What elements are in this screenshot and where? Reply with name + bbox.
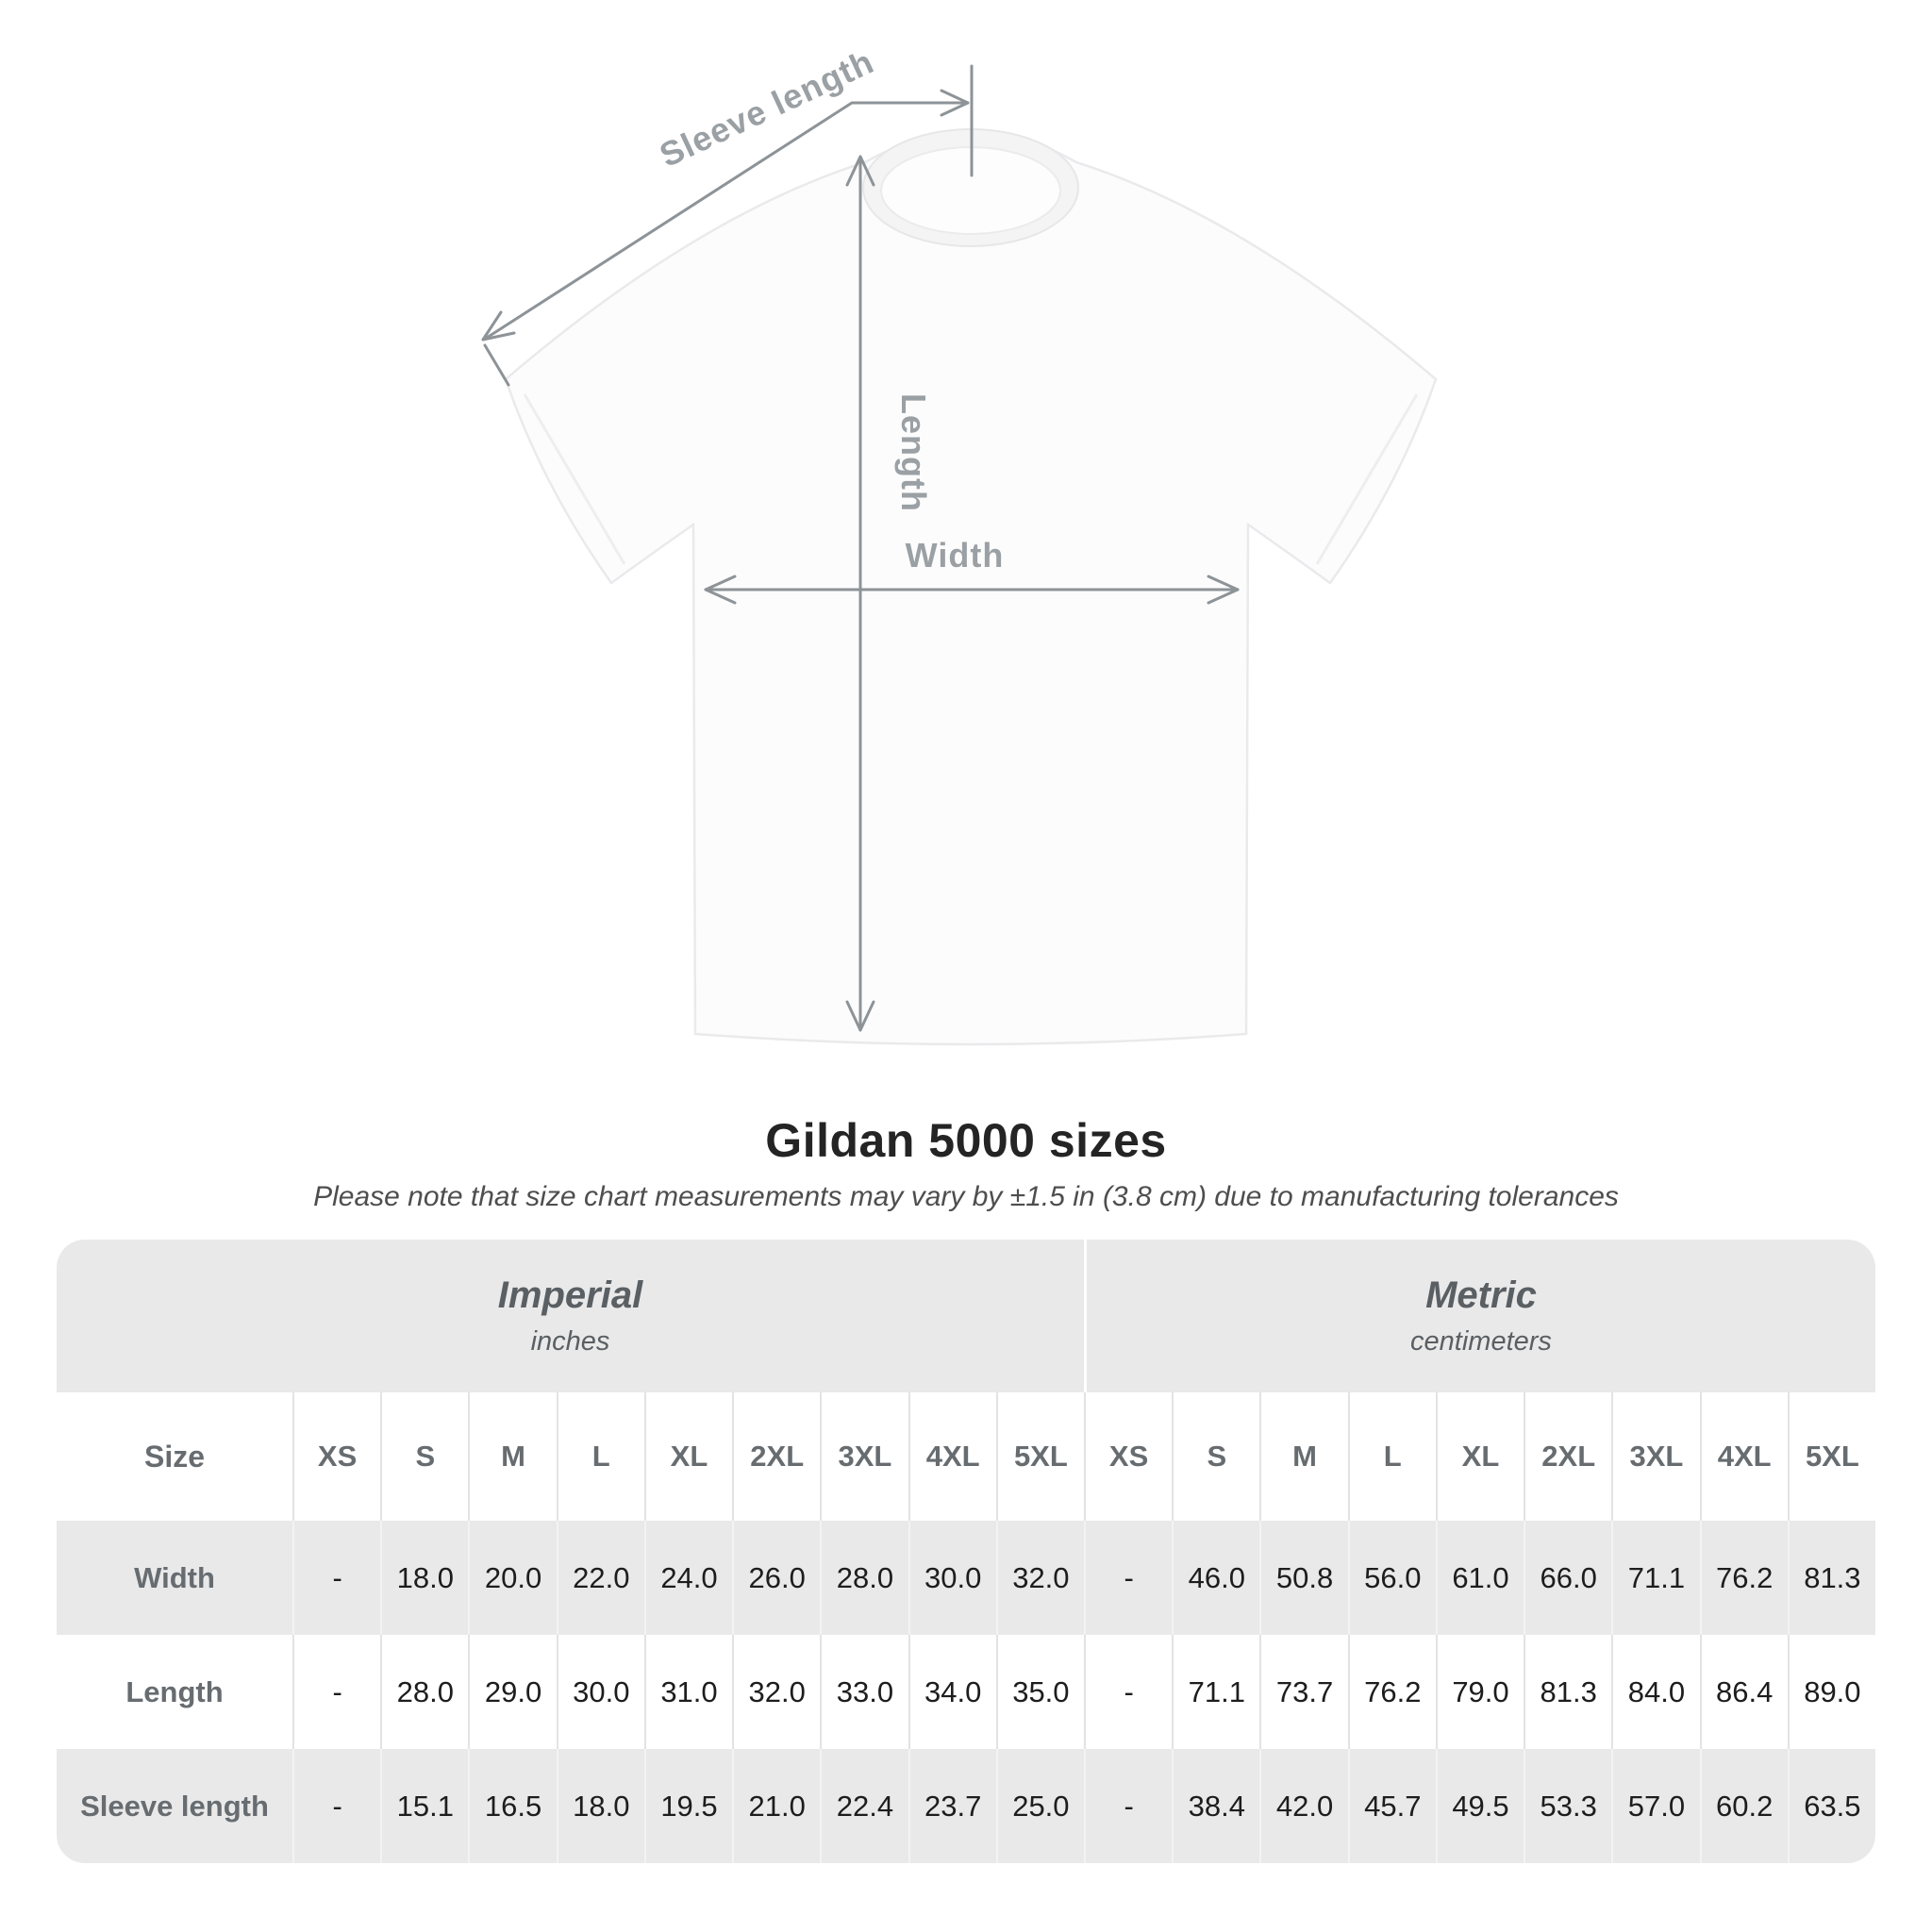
value-cell: 18.0	[556, 1749, 644, 1863]
size-header-cell: XS	[1083, 1392, 1173, 1521]
value-cell: 66.0	[1524, 1521, 1612, 1635]
tshirt-measurement-diagram: Sleeve length Length Width	[481, 42, 1438, 1046]
value-cell: 76.2	[1699, 1521, 1788, 1635]
size-header-cell: 5XL	[995, 1392, 1084, 1521]
size-header-cell: 5XL	[1787, 1392, 1875, 1521]
value-cell: 81.3	[1524, 1635, 1612, 1749]
value-cell: 46.0	[1172, 1521, 1260, 1635]
value-cell: 38.4	[1172, 1749, 1260, 1863]
size-header-cell: 2XL	[732, 1392, 821, 1521]
value-cell: 50.8	[1259, 1521, 1348, 1635]
value-cell: 71.1	[1172, 1635, 1260, 1749]
tolerance-note: Please note that size chart measurements…	[313, 1181, 1619, 1212]
value-cell: -	[1083, 1635, 1173, 1749]
value-cell: 22.0	[556, 1521, 644, 1635]
value-cell: 31.0	[643, 1635, 733, 1749]
value-cell: -	[292, 1749, 381, 1863]
value-cell: 32.0	[995, 1521, 1084, 1635]
size-header-cell: 3XL	[820, 1392, 908, 1521]
value-cell: 25.0	[995, 1749, 1084, 1863]
value-cell: 53.3	[1524, 1749, 1612, 1863]
size-header-cell: L	[556, 1392, 644, 1521]
value-cell: 71.1	[1611, 1521, 1700, 1635]
right-sleeve-hem-seam	[1315, 393, 1419, 565]
value-cell: 60.2	[1699, 1749, 1788, 1863]
length-arrow	[845, 155, 875, 1032]
width-arrow	[704, 575, 1240, 605]
size-header-cell: 2XL	[1524, 1392, 1612, 1521]
row-label-width: Width	[57, 1521, 292, 1635]
size-header-cell: 4XL	[908, 1392, 996, 1521]
value-cell: 15.1	[380, 1749, 469, 1863]
value-cell: 45.7	[1347, 1749, 1436, 1863]
length-label: Length	[894, 393, 933, 512]
value-cell: 20.0	[468, 1521, 557, 1635]
value-cell: 33.0	[820, 1635, 908, 1749]
size-header-cell: S	[380, 1392, 469, 1521]
value-cell: 29.0	[468, 1635, 557, 1749]
value-cell: 23.7	[908, 1749, 996, 1863]
size-header-cell: M	[468, 1392, 557, 1521]
value-cell: 42.0	[1259, 1749, 1348, 1863]
value-cell: 28.0	[820, 1521, 908, 1635]
value-cell: 28.0	[380, 1635, 469, 1749]
sleeve-length-arrow	[481, 64, 974, 387]
value-cell: 73.7	[1259, 1635, 1348, 1749]
tshirt-illustration	[504, 128, 1438, 1046]
width-label: Width	[906, 536, 1005, 575]
value-cell: 57.0	[1611, 1749, 1700, 1863]
value-cell: 16.5	[468, 1749, 557, 1863]
metric-group-header: Metric centimeters	[1083, 1240, 1875, 1392]
value-cell: 32.0	[732, 1635, 821, 1749]
value-cell: 84.0	[1611, 1635, 1700, 1749]
imperial-unit: inches	[530, 1326, 610, 1357]
value-cell: 89.0	[1787, 1635, 1875, 1749]
metric-label: Metric	[1425, 1274, 1537, 1316]
value-cell: 21.0	[732, 1749, 821, 1863]
size-header-cell: XL	[643, 1392, 733, 1521]
value-cell: 76.2	[1347, 1635, 1436, 1749]
value-cell: 49.5	[1435, 1749, 1524, 1863]
size-header-cell: L	[1347, 1392, 1436, 1521]
row-label-sleeve-length: Sleeve length	[57, 1749, 292, 1863]
size-header-cell: 4XL	[1699, 1392, 1788, 1521]
metric-unit: centimeters	[1410, 1326, 1552, 1357]
size-table: Imperial inches Metric centimeters Size …	[57, 1240, 1875, 1863]
value-cell: 61.0	[1435, 1521, 1524, 1635]
value-cell: 63.5	[1787, 1749, 1875, 1863]
value-cell: 30.0	[556, 1635, 644, 1749]
value-cell: -	[1083, 1749, 1173, 1863]
value-cell: 22.4	[820, 1749, 908, 1863]
size-header-cell: XL	[1435, 1392, 1524, 1521]
value-cell: -	[292, 1635, 381, 1749]
imperial-group-header: Imperial inches	[57, 1240, 1084, 1392]
left-sleeve-hem-seam	[523, 393, 626, 565]
size-header-cell: M	[1259, 1392, 1348, 1521]
value-cell: 81.3	[1787, 1521, 1875, 1635]
value-cell: 35.0	[995, 1635, 1084, 1749]
value-cell: 86.4	[1699, 1635, 1788, 1749]
value-cell: 79.0	[1435, 1635, 1524, 1749]
imperial-label: Imperial	[497, 1274, 643, 1316]
value-cell: -	[292, 1521, 381, 1635]
size-header-cell: S	[1172, 1392, 1260, 1521]
page-title: Gildan 5000 sizes	[765, 1114, 1167, 1167]
size-column-header: Size	[57, 1392, 292, 1521]
tshirt-body	[504, 130, 1438, 1046]
value-cell: 30.0	[908, 1521, 996, 1635]
value-cell: 56.0	[1347, 1521, 1436, 1635]
size-header-cell: 3XL	[1611, 1392, 1700, 1521]
value-cell: 18.0	[380, 1521, 469, 1635]
row-label-length: Length	[57, 1635, 292, 1749]
value-cell: 26.0	[732, 1521, 821, 1635]
size-header-cell: XS	[292, 1392, 381, 1521]
value-cell: 19.5	[643, 1749, 733, 1863]
value-cell: 34.0	[908, 1635, 996, 1749]
value-cell: -	[1083, 1521, 1173, 1635]
value-cell: 24.0	[643, 1521, 733, 1635]
